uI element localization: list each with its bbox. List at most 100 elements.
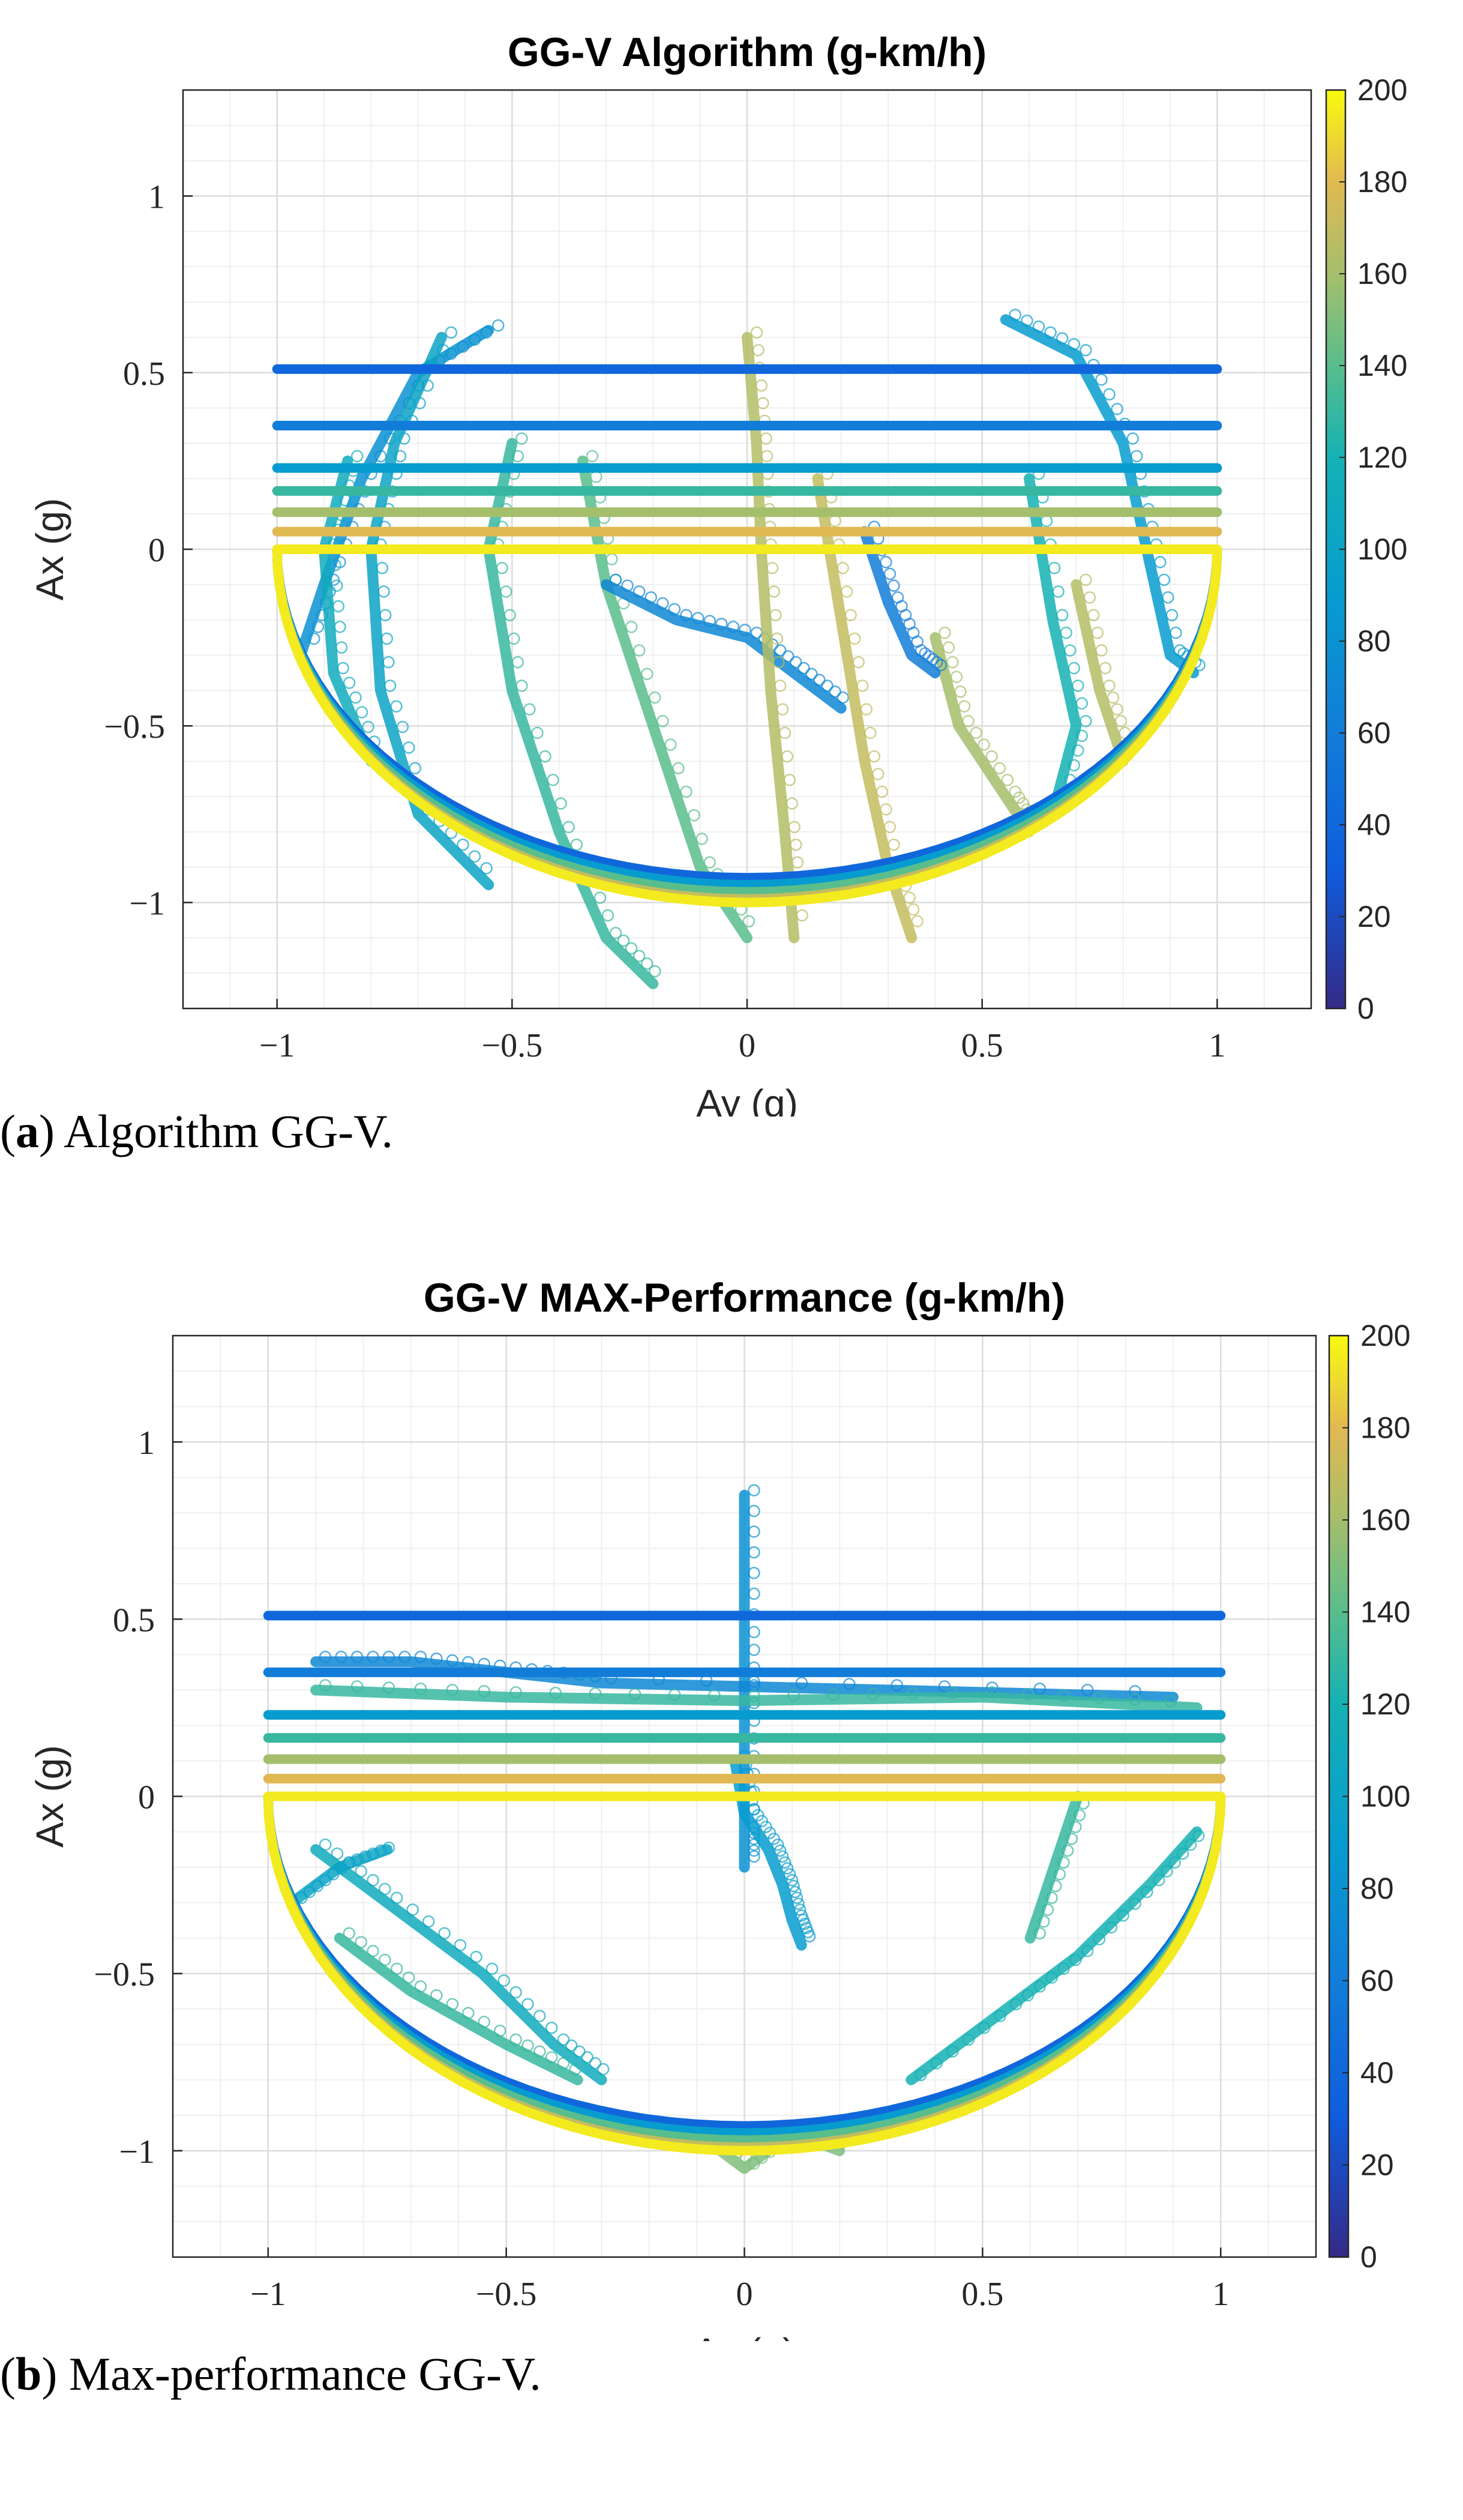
trace-point: [915, 644, 928, 657]
trace-point: [1080, 344, 1092, 357]
trace-point: [1129, 1684, 1141, 1698]
trace-line: [601, 579, 847, 714]
trace-point: [406, 1904, 419, 1916]
trace-point: [1173, 644, 1186, 657]
trace-point: [931, 656, 943, 669]
trace-point: [379, 609, 392, 621]
colorbar-tick-label: 40: [1360, 2056, 1394, 2090]
trace-point: [1057, 1962, 1070, 1975]
trace-point: [367, 1873, 379, 1887]
trace-point: [319, 1679, 332, 1692]
trace-point: [942, 641, 955, 654]
trace-point: [573, 2045, 586, 2058]
trace-point: [903, 891, 916, 904]
x-tick-label: 0.5: [961, 2276, 1003, 2313]
colorbar-tick-label: 80: [1360, 1872, 1394, 1905]
trace-point: [330, 579, 343, 592]
trace-point: [343, 1856, 356, 1869]
trace-point: [864, 726, 877, 740]
trace-point: [843, 1678, 856, 1690]
trace-point: [355, 1936, 367, 1949]
trace-point: [359, 1850, 371, 1863]
trace-point: [1114, 714, 1128, 728]
trace-point: [470, 1950, 482, 1964]
trace-point: [565, 2039, 578, 2052]
trace-point: [783, 774, 796, 786]
trace-point: [788, 821, 801, 834]
trace-point: [331, 1847, 344, 1860]
trace-point: [1158, 573, 1171, 586]
trace-point: [1021, 315, 1033, 327]
trace-point: [355, 706, 368, 719]
colorbar-tick-label: 100: [1360, 1780, 1410, 1813]
trace-point: [703, 856, 716, 869]
trace-line: [286, 1844, 393, 1908]
trace-point: [795, 1677, 808, 1689]
trace-point: [1068, 338, 1080, 351]
trace-point: [379, 1882, 391, 1896]
y-tick-label: 0: [138, 1779, 155, 1816]
y-tick-label: −0.5: [94, 1956, 155, 1994]
trace-point: [1072, 680, 1084, 692]
x-tick-label: −0.5: [476, 2276, 537, 2313]
trace-point: [1154, 556, 1167, 568]
trace-point: [727, 621, 740, 633]
trace-point: [437, 344, 450, 357]
colorbar-tick-label: 40: [1357, 808, 1391, 842]
trace-point: [748, 1546, 760, 1559]
y-tick-label: −1: [129, 885, 165, 922]
caption-b-label: b: [15, 2348, 42, 2400]
trace-point: [915, 2069, 927, 2082]
trace-point: [593, 891, 607, 904]
trace-point: [319, 1873, 332, 1887]
trace-point: [570, 838, 583, 851]
trace-point: [1080, 573, 1092, 586]
trace-point: [771, 1838, 784, 1851]
colorbar-tick-label: 120: [1360, 1687, 1410, 1721]
trace-point: [1032, 320, 1045, 333]
colorbar-tick-label: 180: [1360, 1411, 1410, 1445]
trace-point: [1162, 591, 1174, 604]
trace-point: [335, 1650, 347, 1663]
trace-point: [1141, 1885, 1153, 1899]
trace-point: [776, 1850, 789, 1863]
trace-line: [859, 526, 941, 678]
trace-point: [813, 674, 826, 686]
trace-point: [781, 1862, 794, 1875]
trace-point: [1033, 1980, 1046, 1993]
trace-point: [950, 671, 963, 683]
trace-point: [649, 965, 661, 978]
trace-point: [790, 1892, 804, 1904]
trace-point: [934, 659, 948, 672]
trace-point: [768, 585, 780, 598]
trace-point: [946, 1686, 959, 1699]
trace-point: [1065, 1832, 1078, 1845]
trace-line: [729, 1755, 807, 1951]
y-tick-label: 0.5: [123, 355, 165, 393]
trace-point: [962, 2033, 975, 2046]
trace-point: [617, 934, 630, 947]
trace-point: [509, 2033, 522, 2046]
envelope-lines: [272, 364, 1222, 554]
trace-point: [609, 927, 622, 939]
trace-point: [508, 632, 520, 645]
trace-point: [695, 833, 708, 845]
caption-b-text: Max-performance GG-V.: [57, 2348, 541, 2400]
trace-point: [350, 1853, 364, 1866]
trace-point: [445, 347, 458, 360]
trace-point: [586, 450, 599, 463]
trace-point: [1095, 373, 1108, 386]
trace-point: [1117, 1909, 1129, 1922]
trace-point: [1045, 1892, 1058, 1904]
trace-point: [1126, 432, 1139, 445]
trace-point: [1080, 714, 1092, 728]
trace-point: [715, 618, 728, 630]
trace-point: [1063, 644, 1077, 657]
trace-point: [1129, 1898, 1141, 1910]
trace-point: [511, 450, 524, 463]
traces: [295, 309, 1206, 989]
trace-point: [311, 1879, 324, 1893]
trace-point: [1192, 1830, 1205, 1842]
trace-point: [1056, 332, 1069, 345]
trace-point: [350, 1650, 364, 1663]
